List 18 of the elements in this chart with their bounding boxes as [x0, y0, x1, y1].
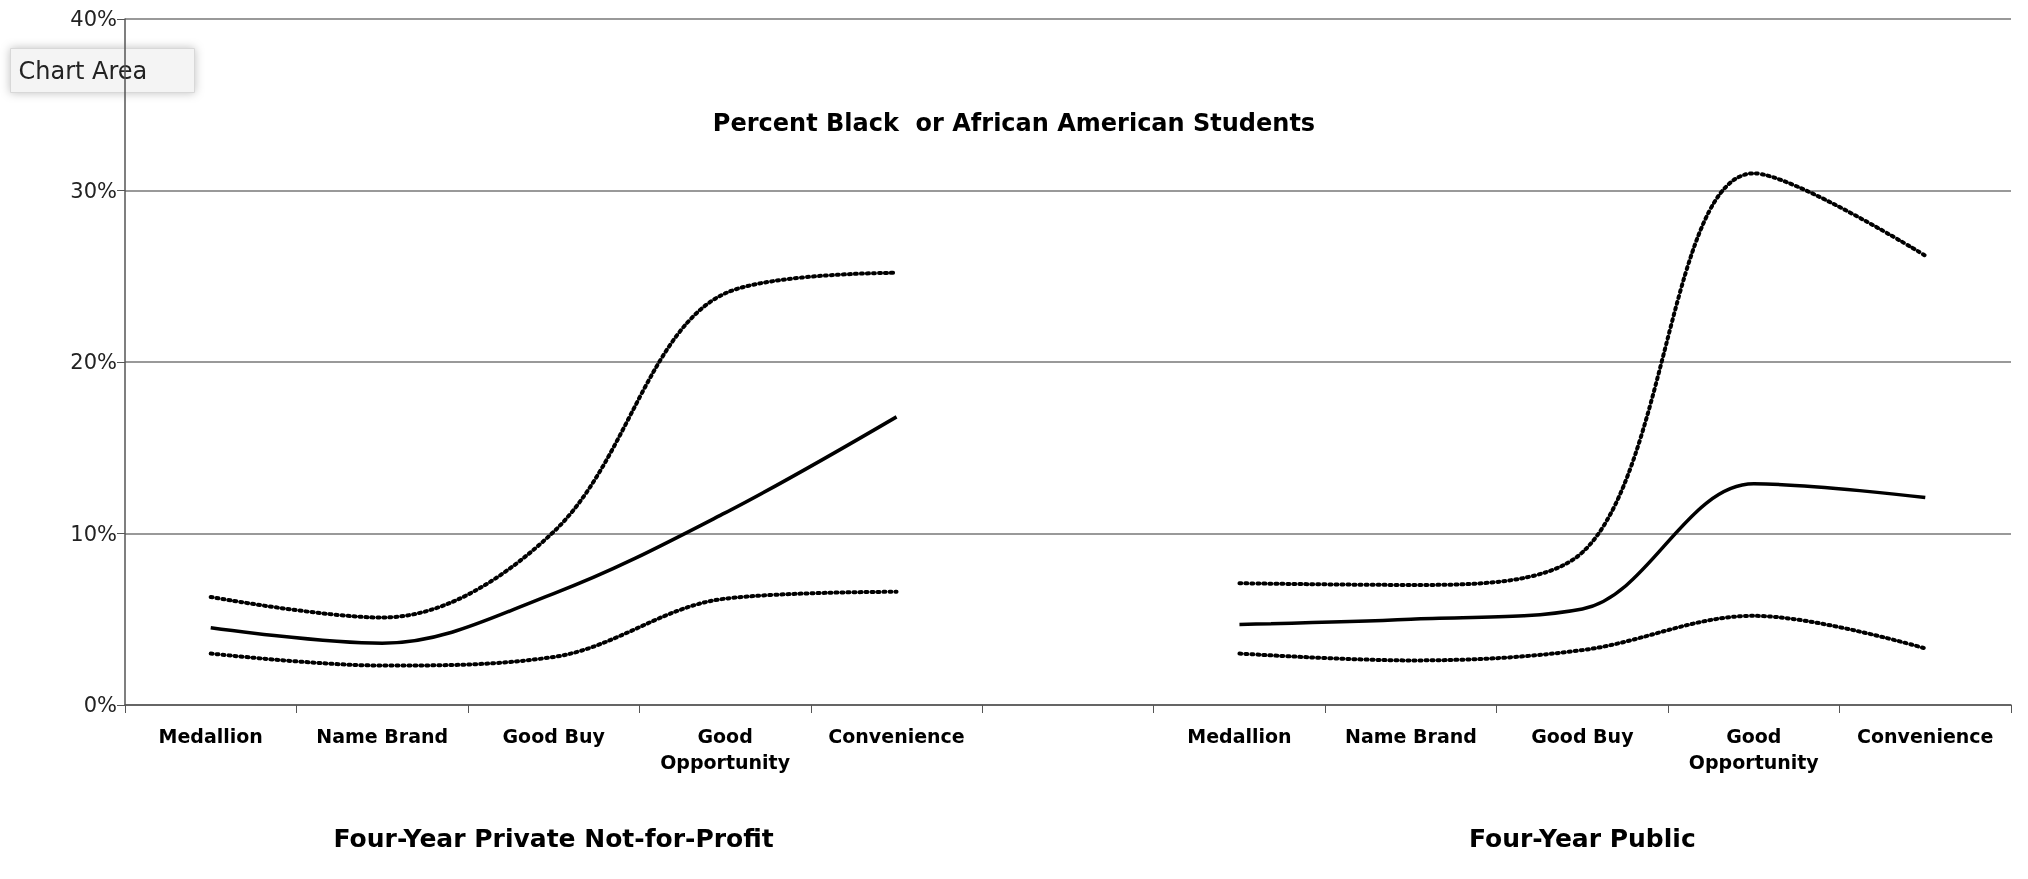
x-tick-label: Good Opportunity: [1688, 725, 1820, 773]
y-tick-label: 40%: [70, 7, 117, 31]
x-tick-label: Name Brand: [316, 725, 449, 747]
text: Percent Black or African American Students: [712, 109, 1316, 137]
y-tick-label: 0%: [83, 693, 117, 717]
x-tick-label: Good Buy: [1531, 725, 1635, 747]
y-tick-label: 20%: [70, 350, 117, 374]
y-tick-label: 10%: [70, 521, 117, 546]
x-tick-label: Medallion: [1187, 725, 1292, 747]
x-tick-label: Convenience: [828, 725, 965, 747]
text: Four-Year Private Not-for-Profit: [333, 824, 774, 853]
x-tick-label: Name Brand: [1344, 725, 1477, 747]
x-tick-label: Medallion: [158, 725, 263, 747]
text: Four-Year Public: [1469, 824, 1696, 853]
y-tick-label: 30%: [70, 178, 117, 203]
x-tick-label: Convenience: [1857, 725, 1994, 747]
x-tick-label: Good Buy: [502, 725, 606, 747]
x-tick-label: Good Opportunity: [660, 725, 791, 773]
